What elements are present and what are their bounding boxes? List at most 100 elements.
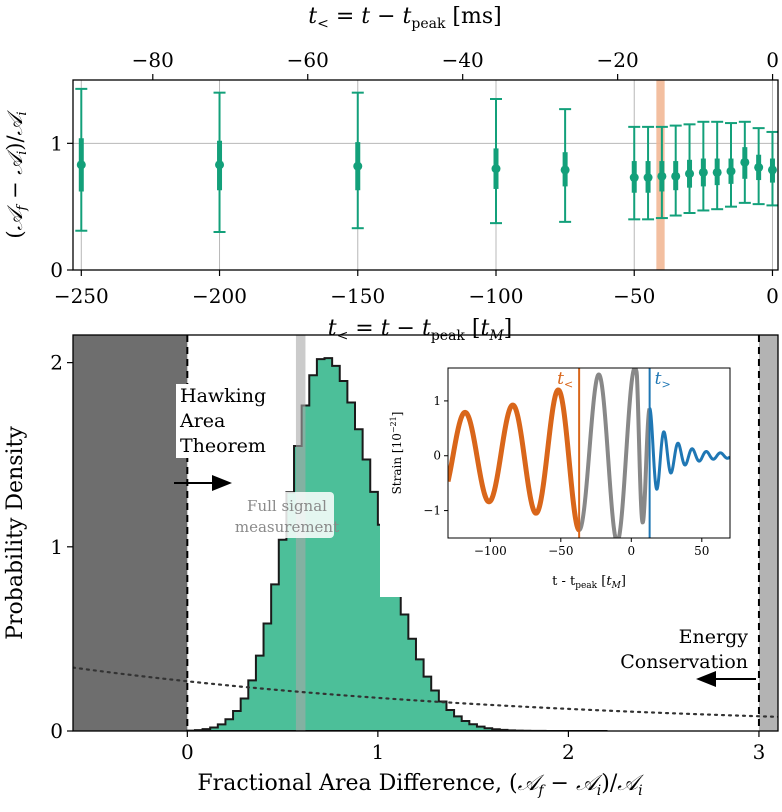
inset-frame <box>447 367 731 539</box>
full-signal-line-2: measurement <box>235 518 339 536</box>
median-marker <box>215 160 225 170</box>
energy-excluded-region <box>758 335 778 731</box>
median-marker <box>629 173 639 183</box>
x-tick-label: −200 <box>192 284 247 308</box>
top-x-axis-label: t< = t − tpeak [tM] <box>328 316 513 344</box>
y-tick-label: 1 <box>50 535 63 559</box>
inset-curve-before <box>448 387 582 533</box>
data-point <box>628 125 641 221</box>
inset-label-t-greater: t> <box>655 369 671 391</box>
inset-curve-middle <box>577 368 652 538</box>
inset-ticks: −100 −50 0 50 −1 0 1 <box>423 394 709 558</box>
data-point <box>669 124 682 217</box>
data-point <box>683 123 696 214</box>
x-tick-label: 0 <box>766 284 779 308</box>
x-tick-label: 1 <box>371 740 384 764</box>
median-marker <box>712 167 722 177</box>
ms-tick-label: −20 <box>597 48 639 72</box>
data-point <box>655 125 668 220</box>
inset-strain-plot: −100 −50 0 50 −1 0 1 t - tpeak [tM] Strain [10… <box>380 355 738 597</box>
data-point <box>642 125 655 221</box>
data-point <box>559 108 572 223</box>
y-tick-label: 0 <box>50 258 63 282</box>
prior-dotted-line <box>73 666 778 718</box>
top-x-ticks: −250 −200 −150 −100 −50 0 <box>54 270 779 308</box>
ms-tick-label: −40 <box>442 48 484 72</box>
excluded-regions <box>73 335 778 731</box>
x-tick-label: 0 <box>181 740 194 764</box>
top-y-axis-label: (𝒜f − 𝒜i)/𝒜i <box>3 109 30 238</box>
ms-tick-label: −80 <box>132 48 174 72</box>
hawking-annotation: Hawking Area Theorem <box>174 384 276 491</box>
inset-waveform <box>448 368 730 538</box>
median-marker <box>698 167 708 177</box>
hawking-line-3: Theorem <box>180 435 266 457</box>
ms-tick-label: −60 <box>287 48 329 72</box>
x-tick-label: 3 <box>753 740 766 764</box>
bottom-axes-frame <box>72 334 779 732</box>
y-tick-label: 1 <box>50 131 63 155</box>
hawking-excluded-region <box>73 335 188 731</box>
energy-annotation: Energy Conservation <box>620 626 756 687</box>
y-tick-label: 2 <box>50 351 63 375</box>
top-panel: −250 −200 −150 −100 −50 0 01 −80 −60 −40 −20 0 t<… <box>3 4 779 344</box>
inset-label-t-less: t< <box>557 369 573 391</box>
data-points <box>75 87 779 233</box>
inset-curve-after <box>648 407 730 491</box>
x-tick-label: −250 <box>54 284 109 308</box>
energy-line-2: Conservation <box>620 651 748 673</box>
hawking-arrow-head <box>212 475 232 491</box>
median-marker <box>643 173 653 183</box>
bottom-panel: 0 1 2 3 0 1 2 Hawking Area Theorem Energy Con… <box>3 334 779 799</box>
data-point <box>490 98 502 225</box>
full-signal-bg <box>240 492 334 538</box>
inset-x-tick-label: −100 <box>474 544 507 558</box>
bottom-y-axis-label: Probability Density <box>3 426 28 640</box>
x-tick-label: 2 <box>562 740 575 764</box>
data-point <box>213 91 226 233</box>
x-tick-label: −150 <box>330 284 385 308</box>
median-marker <box>726 166 736 176</box>
inset-x-tick-label: −50 <box>548 544 573 558</box>
median-marker <box>491 164 501 174</box>
median-marker <box>657 171 667 181</box>
bottom-x-ticks: 0 1 2 3 <box>181 731 765 764</box>
data-point <box>725 122 737 208</box>
top-y-ticks: 01 <box>50 131 73 282</box>
x-tick-label: −100 <box>469 284 524 308</box>
inset-x-axis-label: t - tpeak [tM] <box>552 574 626 591</box>
energy-arrow-head <box>696 671 716 687</box>
data-point <box>75 87 88 232</box>
data-point <box>351 91 364 230</box>
median-marker <box>671 171 681 181</box>
inset-y-axis-label: Strain [10−21] <box>389 412 404 495</box>
data-point <box>766 130 779 207</box>
full-signal-line-1: Full signal <box>247 497 327 515</box>
energy-line-1: Energy <box>679 626 749 648</box>
inset-x-tick-label: 50 <box>694 544 709 558</box>
inset-y-tick-label: 0 <box>433 449 441 463</box>
inset-y-tick-label: −1 <box>423 504 441 518</box>
x-tick-label: −50 <box>613 284 655 308</box>
y-tick-label: 0 <box>50 719 63 743</box>
ms-tick-label: 0 <box>766 48 779 72</box>
full-signal-annotation: Full signal measurement <box>235 492 339 538</box>
median-marker <box>740 157 750 167</box>
prior-curve <box>73 666 778 718</box>
median-marker <box>685 169 695 179</box>
inset-x-tick-label: 0 <box>627 544 635 558</box>
top-ms-ticks: −80 −60 −40 −20 0 <box>132 48 779 80</box>
median-marker <box>754 162 764 172</box>
data-point <box>752 127 765 206</box>
hawking-label-bg <box>176 384 276 458</box>
inset-y-tick-label: 1 <box>433 394 441 408</box>
hawking-line-1: Hawking <box>180 385 266 407</box>
histogram-fill <box>187 358 607 731</box>
median-marker <box>76 160 86 170</box>
top-axes-frame <box>72 79 779 271</box>
data-point <box>738 120 751 204</box>
data-point <box>697 120 710 212</box>
bottom-x-axis-label: Fractional Area Difference, (𝒜f − 𝒜i)/𝒜i <box>197 771 644 799</box>
median-marker <box>353 161 363 171</box>
